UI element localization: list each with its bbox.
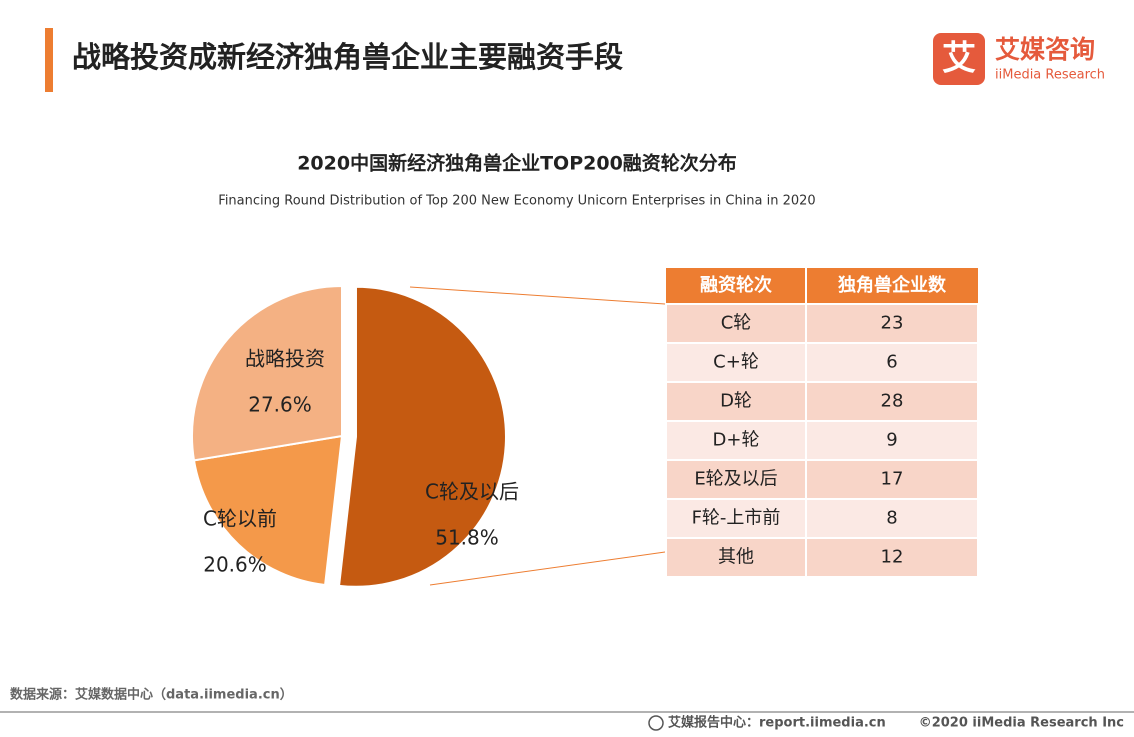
table-cell: 8: [886, 508, 897, 529]
logo-icon-bg: [933, 33, 985, 85]
report-site: 艾媒报告中心：report.iimedia.cn: [668, 715, 886, 731]
connector: [429, 551, 666, 586]
table-cell: 23: [881, 313, 904, 334]
table-cell: 9: [886, 430, 897, 451]
column-header: 独角兽企业数: [838, 274, 947, 296]
slice-value: 51.8%: [435, 526, 499, 550]
slice-label: C轮及以后: [425, 480, 519, 504]
table-cell: C轮: [721, 313, 752, 334]
table-cell: 12: [881, 547, 904, 568]
table-row-bg: [665, 498, 979, 539]
title-bar: [45, 28, 53, 92]
table-cell: 28: [881, 391, 904, 412]
table-row-bg: [665, 342, 979, 383]
slice-value: 20.6%: [203, 553, 267, 577]
copyright: ©2020 iiMedia Research Inc: [919, 716, 1124, 731]
logo-icon: 艾: [942, 39, 976, 79]
pie-slice: [191, 284, 343, 462]
table-cell: C+轮: [713, 352, 759, 373]
logo-sub: iiMedia Research: [995, 68, 1105, 83]
page-title: 战略投资成新经济独角兽企业主要融资手段: [72, 40, 623, 74]
table-row-bg: [665, 459, 979, 500]
table-row-bg: [665, 537, 979, 578]
source: 数据来源：艾媒数据中心（data.iimedia.cn）: [10, 687, 293, 703]
table-row-bg: [665, 420, 979, 461]
table-cell: D轮: [720, 391, 752, 412]
table-cell: E轮及以后: [694, 469, 777, 490]
pie-slice: [192, 434, 344, 587]
slice-label: C轮以前: [203, 507, 277, 531]
chart-title: 2020中国新经济独角兽企业TOP200融资轮次分布: [297, 152, 737, 175]
table-header-bg: [666, 268, 978, 304]
connector: [409, 286, 666, 305]
logo-name: 艾媒咨询: [995, 35, 1095, 64]
table-cell: 6: [886, 352, 897, 373]
globe-icon: [648, 715, 664, 731]
table: 融资轮次 独角兽企业数 C轮 23 C+轮 6 D轮 28 D+轮 9 E轮及以后 17 F轮-上市前 8…: [665, 268, 979, 578]
pie: C轮及以后 51.8% C轮以前 20.6% 战略投资 27.6%: [191, 284, 519, 588]
table-row-bg: [665, 303, 979, 344]
table-cell: D+轮: [713, 430, 760, 451]
slice-value: 27.6%: [248, 393, 312, 417]
table-cell: 其他: [718, 547, 754, 568]
table-cell: 17: [881, 469, 904, 490]
chart-subtitle: Financing Round Distribution of Top 200 …: [218, 194, 815, 209]
column-header: 融资轮次: [700, 274, 772, 296]
slice-label: 战略投资: [245, 347, 325, 371]
table-row-bg: [665, 381, 979, 422]
table-cell: F轮-上市前: [692, 508, 781, 529]
pie-slice: [337, 285, 507, 588]
